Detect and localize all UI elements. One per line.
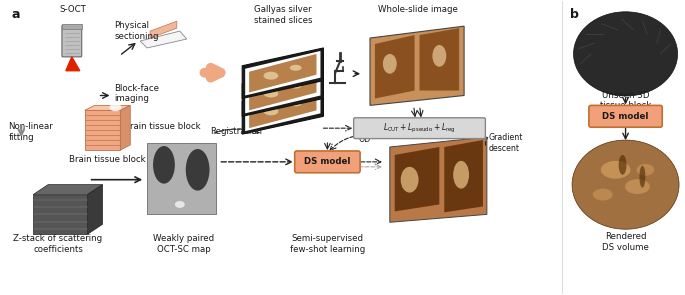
Text: a: a [12,8,20,21]
Ellipse shape [153,146,175,184]
Text: Registration: Registration [210,127,262,136]
Polygon shape [395,147,439,212]
Ellipse shape [290,100,301,106]
Polygon shape [88,185,103,234]
Polygon shape [140,31,187,48]
Polygon shape [242,66,323,116]
Text: Brain tissue block: Brain tissue block [124,122,200,131]
Polygon shape [245,86,321,131]
Polygon shape [33,195,88,234]
Polygon shape [249,72,316,110]
Ellipse shape [593,189,612,201]
FancyBboxPatch shape [589,105,662,127]
Text: Non-linear
fitting: Non-linear fitting [8,122,53,142]
Text: Gallyas silver
stained slices: Gallyas silver stained slices [253,5,312,25]
Polygon shape [245,51,321,96]
Text: Gradient
descent: Gradient descent [489,133,523,153]
Ellipse shape [625,179,650,194]
FancyBboxPatch shape [62,25,82,57]
Polygon shape [245,69,321,113]
Ellipse shape [290,83,301,88]
Ellipse shape [601,161,630,179]
Ellipse shape [573,12,677,96]
Ellipse shape [264,72,278,80]
Polygon shape [249,54,316,93]
Ellipse shape [290,65,301,71]
Polygon shape [242,83,323,134]
FancyBboxPatch shape [147,143,216,214]
Ellipse shape [110,104,121,111]
Polygon shape [33,185,103,195]
Text: Physical
sectioning: Physical sectioning [114,21,159,41]
FancyBboxPatch shape [295,151,360,173]
Polygon shape [390,137,487,222]
FancyBboxPatch shape [353,118,486,139]
Polygon shape [85,105,130,110]
Text: b: b [570,8,579,21]
Polygon shape [249,90,316,128]
Text: DS model: DS model [304,157,351,166]
Polygon shape [242,48,323,99]
Text: Brain tissue block: Brain tissue block [69,155,146,164]
FancyBboxPatch shape [62,24,82,29]
Ellipse shape [401,167,419,193]
Text: DS model: DS model [602,112,649,121]
Ellipse shape [572,140,679,229]
Text: S-OCT: S-OCT [60,5,86,14]
Text: Rendered
DS volume: Rendered DS volume [602,232,649,252]
Ellipse shape [432,45,446,67]
Text: Z-stack of scattering
coefficients: Z-stack of scattering coefficients [14,234,103,254]
Ellipse shape [383,54,397,74]
Ellipse shape [175,201,185,208]
Ellipse shape [186,149,210,191]
Text: Weakly paired
OCT-SC map: Weakly paired OCT-SC map [153,234,214,254]
Polygon shape [66,57,79,71]
Text: OD: OD [358,135,371,144]
Text: $\mathit{L}_{\mathrm{CUT}} + \mathit{L}_{\mathrm{pseudo}} + \mathit{L}_{\mathrm{: $\mathit{L}_{\mathrm{CUT}} + \mathit{L}_… [383,122,456,135]
Polygon shape [370,26,464,105]
Ellipse shape [264,107,278,115]
Ellipse shape [636,164,654,176]
Text: Block-face
imaging: Block-face imaging [114,83,160,103]
Text: Semi-supervised
few-shot learning: Semi-supervised few-shot learning [290,234,365,254]
Text: Model output: Model output [411,180,468,189]
Text: Unseen 3D
tissue block: Unseen 3D tissue block [600,91,651,110]
Polygon shape [419,28,459,91]
Ellipse shape [264,90,278,97]
Polygon shape [445,140,483,212]
Polygon shape [375,35,414,99]
Ellipse shape [639,166,645,188]
Polygon shape [85,110,121,150]
Text: Whole-slide image: Whole-slide image [377,5,458,14]
Ellipse shape [453,161,469,189]
Polygon shape [150,21,177,38]
Ellipse shape [619,155,627,175]
Polygon shape [121,105,130,150]
